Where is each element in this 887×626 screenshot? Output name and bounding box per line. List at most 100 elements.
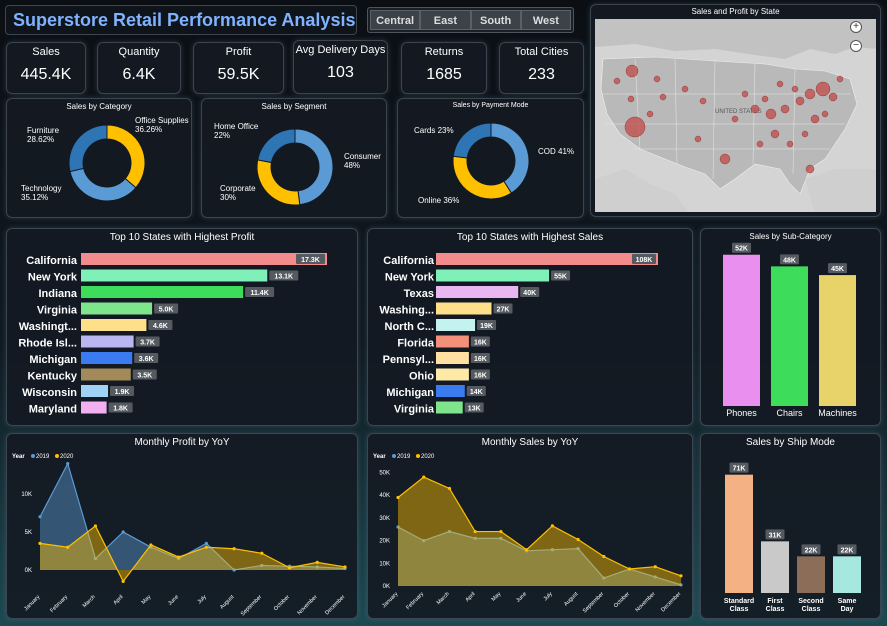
- kpi-avg-delivery-days: Avg Delivery Days 103: [293, 40, 388, 94]
- data-label: 13K: [468, 406, 481, 413]
- slice-label: Home Office: [214, 122, 259, 131]
- data-point: [627, 567, 632, 571]
- donut-slice-technology: [69, 167, 137, 202]
- slice-label: Corporate: [220, 184, 256, 193]
- slicer-central[interactable]: Central: [370, 10, 421, 30]
- data-label-bg: [520, 287, 540, 297]
- data-point: [396, 525, 400, 529]
- bar-category-label: Rhode Isl...: [18, 338, 77, 350]
- bar-category-label: North C...: [385, 321, 435, 333]
- x-tick-label: December: [660, 591, 682, 613]
- bar-category-label: Phones: [726, 408, 757, 418]
- legend-title: Year: [373, 454, 386, 460]
- data-label: 71K: [733, 466, 746, 473]
- data-label-bg: [780, 254, 799, 265]
- bar: [81, 368, 131, 381]
- data-point: [576, 546, 580, 551]
- vbar-chart-subcategory: 52K Phones 48K Chairs 45K Machines: [723, 242, 857, 418]
- slicer-south[interactable]: South: [470, 10, 521, 30]
- data-label-bg: [110, 386, 135, 396]
- area-fill-2019: [40, 463, 345, 570]
- bar-category-label: Same: [838, 598, 857, 605]
- bar: [833, 556, 861, 593]
- legend-label: 2019: [397, 454, 411, 460]
- data-point: [38, 541, 42, 545]
- area-chart-sales-yoy: Year 2019 2020 0K 10K 20K 30K 40K 50K January Febr…: [373, 454, 683, 614]
- x-tick-label: October: [613, 591, 631, 609]
- data-point: [422, 475, 426, 479]
- zoom-out-button[interactable]: −: [850, 40, 862, 52]
- x-tick-label: June: [167, 594, 180, 607]
- data-point: [422, 539, 426, 543]
- slicer-east[interactable]: East: [420, 10, 471, 30]
- zoom-in-button[interactable]: +: [850, 21, 862, 33]
- donut-slice-cod: [490, 122, 530, 194]
- y-tick-label: 30K: [379, 516, 390, 522]
- y-tick-label: 50K: [379, 471, 390, 477]
- map-title: Sales and Profit by State: [691, 7, 780, 16]
- data-point: [149, 543, 153, 547]
- legend-marker: [55, 454, 59, 458]
- bar: [81, 302, 153, 315]
- data-label: 31K: [769, 532, 782, 539]
- data-point: [550, 548, 554, 552]
- data-label-bg: [108, 402, 133, 413]
- data-label-bg: [632, 254, 656, 264]
- data-point: [66, 545, 70, 549]
- kpi-label: Sales: [32, 46, 60, 58]
- slicer-west[interactable]: West: [520, 10, 571, 30]
- kpi-value: 233: [528, 66, 555, 83]
- region-slicer[interactable]: Central East South West: [367, 7, 574, 33]
- data-label: 4.6K: [153, 323, 168, 330]
- kpi-value: 445.4K: [20, 66, 72, 83]
- donut-slice-consumer: [294, 128, 334, 206]
- us-map[interactable]: UNITED STATES: [595, 19, 876, 212]
- bar-category-label: Michigan: [29, 354, 77, 366]
- data-label: 27K: [497, 307, 510, 314]
- bar: [819, 275, 856, 406]
- line-series-2020: [39, 525, 346, 583]
- donut-slice-corporate: [256, 159, 301, 206]
- data-label: 108K: [636, 257, 653, 264]
- map-country-label: UNITED STATES: [715, 109, 761, 115]
- data-label: 3.5K: [137, 373, 152, 380]
- data-label: 16K: [474, 373, 487, 380]
- bar-category-label: Class: [730, 606, 749, 613]
- x-tick-label: June: [515, 591, 528, 604]
- bar: [81, 286, 244, 298]
- x-tick-label: February: [405, 591, 425, 611]
- kpi-label: Total Cities: [514, 46, 569, 58]
- data-label: 22K: [805, 547, 818, 554]
- data-point: [447, 529, 452, 534]
- data-point: [602, 576, 606, 580]
- kpi-profit: Profit 59.5K: [193, 42, 284, 94]
- bar-card-profit-states: Top 10 States with Highest Profit Califo…: [6, 228, 358, 426]
- data-label: 1.8K: [113, 406, 128, 413]
- y-tick-label: 5K: [25, 530, 32, 536]
- state-bubbles[interactable]: [613, 64, 844, 174]
- data-point: [204, 545, 208, 549]
- x-tick-label: August: [563, 591, 580, 608]
- data-point: [525, 548, 529, 552]
- data-label-bg: [732, 242, 751, 253]
- donut-chart-payment: COD 41% Online 36% Cards 23%: [414, 122, 574, 205]
- slice-label: 28.62%: [27, 135, 54, 144]
- chart-title: Sales by Ship Mode: [746, 437, 835, 448]
- x-tick-label: August: [219, 594, 236, 611]
- data-point: [93, 524, 98, 528]
- x-tick-label: September: [582, 591, 605, 614]
- legend-label: 2020: [60, 454, 74, 460]
- area-fill-2020: [398, 477, 681, 586]
- data-label: 3.7K: [140, 340, 155, 347]
- donut-slice-office-supplies: [106, 124, 146, 189]
- donut-card-category: Sales by Category Office Supplies 36.26% T…: [6, 98, 192, 218]
- y-tick-label: 40K: [379, 493, 390, 499]
- slice-label: Office Supplies: [135, 116, 189, 125]
- area-fill-2020: [40, 525, 345, 582]
- kpi-sales: Sales 445.4K: [6, 42, 86, 94]
- chart-title: Sales by Sub-Category: [749, 232, 832, 241]
- chart-title: Top 10 States with Highest Sales: [456, 232, 604, 243]
- map-visual[interactable]: Sales and Profit by State UNITED STATES: [590, 4, 881, 217]
- bar: [436, 401, 463, 414]
